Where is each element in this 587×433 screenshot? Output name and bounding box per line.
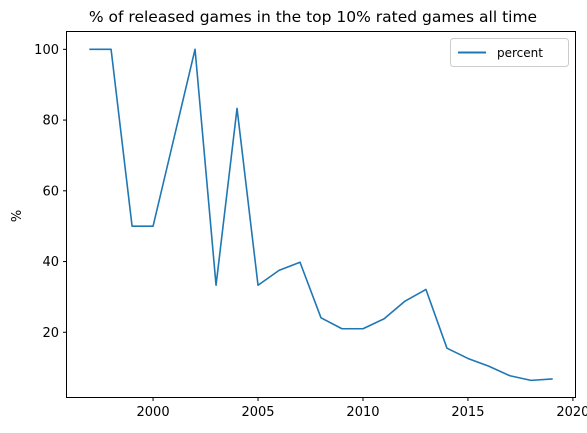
plot-area-frame — [66, 31, 576, 398]
legend-entry-percent: percent — [497, 46, 543, 60]
legend: percent — [450, 38, 569, 67]
x-tick-label: 2005 — [241, 405, 274, 420]
y-tick-label: 20 — [42, 326, 59, 341]
x-tick-label: 2010 — [346, 405, 379, 420]
y-axis-label: % — [10, 210, 25, 222]
legend-box — [450, 38, 569, 67]
y-tick-label: 60 — [42, 184, 59, 199]
y-tick-label: 100 — [34, 43, 59, 58]
y-tick-label: 40 — [42, 255, 59, 270]
y-tick-label: 80 — [42, 114, 59, 129]
series-line-percent — [89, 48, 553, 382]
x-tick-label: 2020 — [556, 405, 587, 420]
x-tick-label: 2000 — [137, 405, 170, 420]
series-layer — [89, 48, 553, 382]
x-tick-label: 2015 — [451, 405, 484, 420]
chart-title: % of released games in the top 10% rated… — [89, 8, 537, 26]
